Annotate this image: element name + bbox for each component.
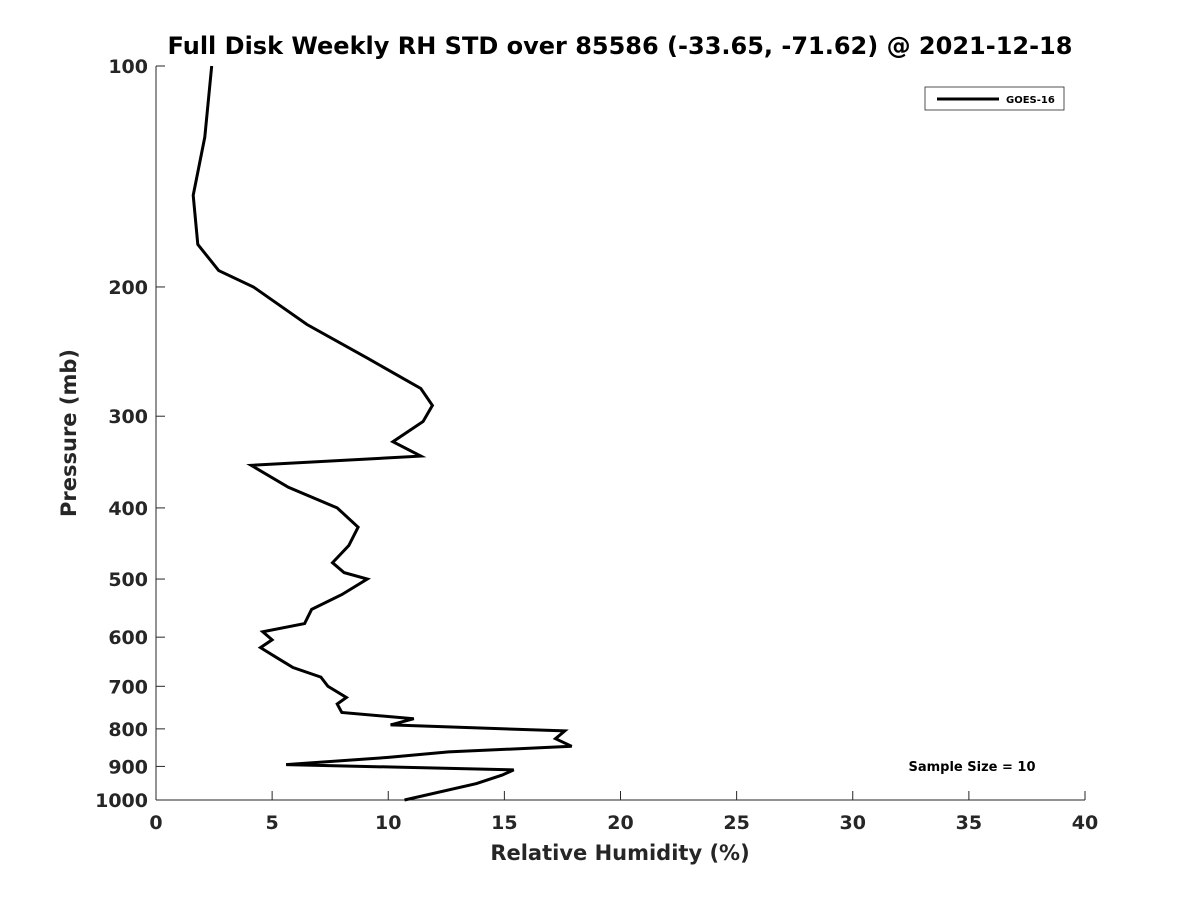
legend-label-goes-16: GOES-16 (1006, 95, 1055, 106)
y-tick-label: 300 (108, 406, 148, 428)
x-tick-label: 10 (375, 812, 401, 834)
x-tick-label: 30 (840, 812, 866, 834)
x-axis-label: Relative Humidity (%) (490, 841, 749, 865)
y-tick-label: 600 (108, 627, 148, 649)
y-tick-label: 800 (108, 719, 148, 741)
sample-size-annotation: Sample Size = 10 (908, 760, 1035, 775)
y-tick-label: 1000 (95, 790, 148, 812)
plot-frame (156, 66, 1085, 800)
x-tick-label: 15 (491, 812, 517, 834)
y-tick-label: 700 (108, 676, 148, 698)
series-layer (191, 65, 573, 802)
y-tick-label: 900 (108, 756, 148, 778)
x-tick-label: 20 (607, 812, 633, 834)
y-tick-label: 400 (108, 498, 148, 520)
x-tick-label: 40 (1072, 812, 1098, 834)
chart-title: Full Disk Weekly RH STD over 85586 (-33.… (168, 32, 1073, 60)
x-tick-label: 35 (956, 812, 982, 834)
y-tick-label: 500 (108, 569, 148, 591)
y-tick-label: 200 (108, 277, 148, 299)
y-axis-label: Pressure (mb) (57, 349, 81, 517)
plot-area (155, 66, 1085, 801)
legend: GOES-16 (924, 86, 1065, 111)
series-line-goes-16 (191, 65, 573, 802)
y-ticks: 100 200 300 400 500 600 700 800 900 1000 (95, 56, 165, 812)
x-tick-label: 25 (723, 812, 749, 834)
y-tick-label: 100 (108, 56, 148, 78)
x-ticks: 0 5 10 15 20 25 30 35 40 (149, 791, 1098, 834)
x-tick-label: 5 (266, 812, 279, 834)
x-tick-label: 0 (149, 812, 162, 834)
